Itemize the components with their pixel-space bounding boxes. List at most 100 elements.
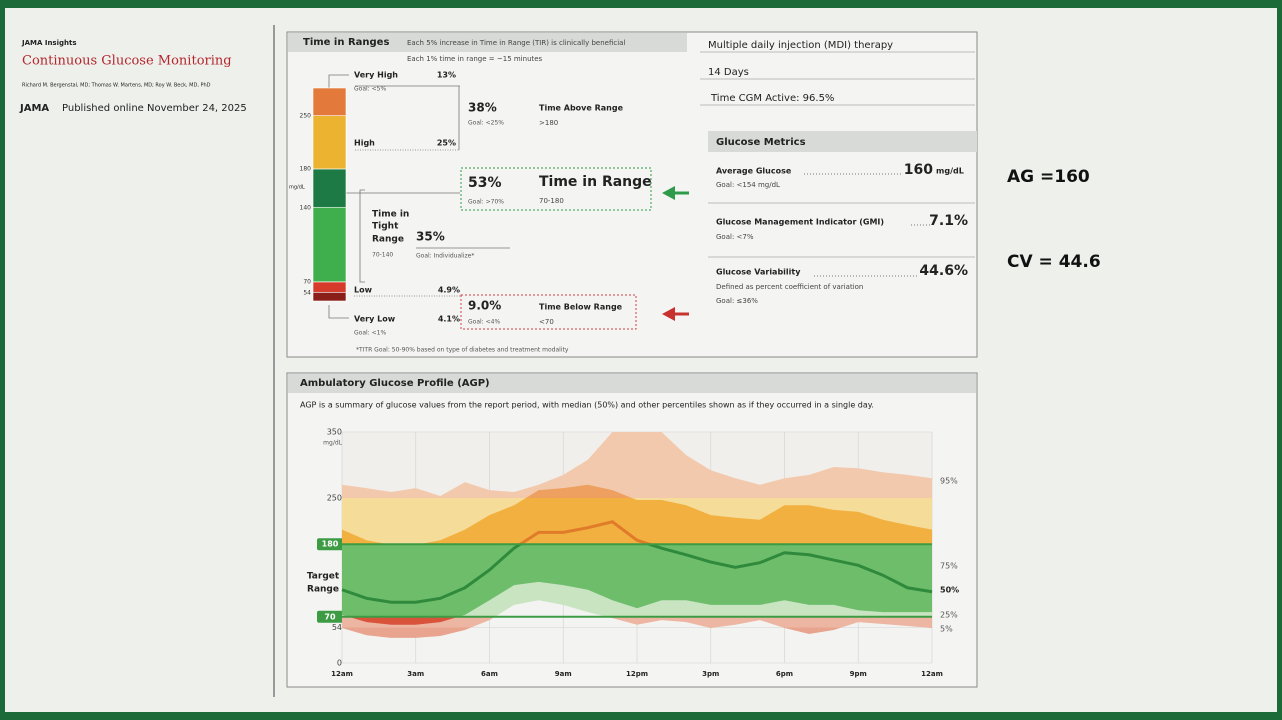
label: 12pm xyxy=(626,670,648,678)
separators xyxy=(700,51,975,258)
therapy: Multiple daily injection (MDI) therapy xyxy=(708,40,893,51)
target-range-label: Range xyxy=(307,585,339,595)
goal: Goal: ≤36% xyxy=(716,297,758,305)
label: 35% xyxy=(416,230,445,244)
goal: Goal: >70% xyxy=(468,199,504,206)
goal: Goal: <4% xyxy=(468,319,500,326)
range: >180 xyxy=(539,119,558,127)
label: 9.0% xyxy=(468,299,501,313)
title: Continuous Glucose Monitoring xyxy=(22,54,232,69)
name: Glucose Management Indicator (GMI) xyxy=(716,218,884,227)
name: 75% xyxy=(940,562,958,571)
goal: Goal: <154 mg/dL xyxy=(716,181,780,189)
target-range-label: Target xyxy=(307,572,340,582)
goal: Goal: <5% xyxy=(354,86,386,93)
goal: Goal: Individualize* xyxy=(416,253,474,260)
value: 160 xyxy=(904,162,933,178)
label: 4.1% xyxy=(438,315,460,324)
subnote: Each 1% time in range = ~15 minutes xyxy=(407,55,543,63)
range: <70 xyxy=(539,318,554,326)
yticks: 54 xyxy=(332,623,342,632)
name: High xyxy=(354,139,375,148)
label: 12am xyxy=(331,670,353,678)
target-badge xyxy=(317,610,344,623)
goal: Goal: <1% xyxy=(354,330,386,337)
name: Time in Range xyxy=(539,174,652,190)
unit: mg/dL xyxy=(936,167,964,176)
name: 5% xyxy=(940,625,953,634)
label: 13% xyxy=(437,71,456,80)
name: Very High xyxy=(354,71,398,80)
range: 70-140 xyxy=(372,252,393,259)
target-badge xyxy=(317,538,344,551)
name: Glucose Variability xyxy=(716,268,801,277)
thresholds: 54 xyxy=(303,290,311,297)
journal: JAMA xyxy=(19,103,49,114)
label: 6am xyxy=(481,670,498,678)
label: 6pm xyxy=(776,670,793,678)
name: Very Low xyxy=(354,315,396,324)
series: JAMA Insights xyxy=(21,39,77,47)
range-bar xyxy=(312,281,347,293)
name: Time in xyxy=(372,210,409,220)
tir-panel xyxy=(286,31,978,358)
leaders xyxy=(804,173,930,277)
name: Time Below Range xyxy=(539,303,623,312)
published: Published online November 24, 2025 xyxy=(62,103,247,114)
days: 14 Days xyxy=(708,67,749,78)
goal: Goal: <25% xyxy=(468,120,504,127)
yticks: 70 xyxy=(324,612,336,621)
unit: mg/dL xyxy=(289,185,305,191)
panel-header xyxy=(288,374,976,393)
label: 3pm xyxy=(702,670,719,678)
thresholds: 250 xyxy=(300,113,312,120)
title: Time in Ranges xyxy=(303,37,389,48)
label: 9am xyxy=(555,670,572,678)
ylabel: mg/dL xyxy=(323,440,342,447)
tbr-box xyxy=(460,294,637,330)
annotations: AG =160 xyxy=(1007,167,1090,187)
yticks: 250 xyxy=(327,494,342,503)
name: Range xyxy=(372,235,404,245)
name: 50% xyxy=(940,586,959,595)
range-bar xyxy=(312,115,347,170)
name: Time Above Range xyxy=(539,104,624,113)
name: Average Glucose xyxy=(716,167,792,176)
title: Glucose Metrics xyxy=(716,137,806,148)
panel-header xyxy=(708,131,977,152)
yticks: 180 xyxy=(322,540,339,549)
arrow xyxy=(662,186,689,200)
name: 25% xyxy=(940,611,958,620)
median-line xyxy=(341,520,933,604)
label: 25% xyxy=(437,139,456,148)
thresholds: 140 xyxy=(300,205,312,212)
label: 9pm xyxy=(850,670,867,678)
footnote: *TITR Goal: 50-90% based on type of diab… xyxy=(356,347,569,354)
value: 44.6% xyxy=(919,263,968,279)
label: 53% xyxy=(468,175,502,191)
label: 12am xyxy=(921,670,943,678)
label: 3am xyxy=(407,670,424,678)
arrow xyxy=(662,307,689,321)
name: 95% xyxy=(940,477,958,486)
thresholds: 70 xyxy=(303,279,311,286)
range-bar xyxy=(312,87,347,116)
range: 70-180 xyxy=(539,197,564,205)
annotations: CV = 44.6 xyxy=(1007,252,1101,272)
label: 38% xyxy=(468,101,497,115)
cgm-active: Time CGM Active: 96.5% xyxy=(710,93,834,104)
title: Ambulatory Glucose Profile (AGP) xyxy=(300,378,490,389)
yticks: 350 xyxy=(327,428,342,437)
label: 4.9% xyxy=(438,286,460,295)
range-bar xyxy=(312,291,347,302)
thresholds: 180 xyxy=(300,166,312,173)
desc: Defined as percent coefficient of variat… xyxy=(716,283,863,291)
name: Low xyxy=(354,286,373,295)
connectors xyxy=(328,74,510,319)
inner-band xyxy=(342,484,932,625)
note: Each 5% increase in Time in Range (TIR) … xyxy=(407,39,625,47)
tight-bar xyxy=(312,206,347,283)
authors: Richard M. Bergenstal, MD; Thomas W. Mar… xyxy=(22,83,211,89)
